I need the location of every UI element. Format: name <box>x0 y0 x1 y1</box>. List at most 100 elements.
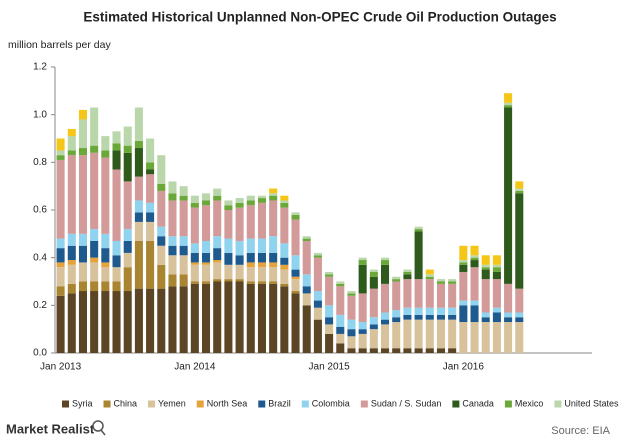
bar-segment <box>347 295 356 320</box>
y-tick-label: 0.8 <box>33 157 47 168</box>
bar-segment <box>470 267 479 301</box>
branding-logo: Market Realist <box>6 420 106 436</box>
bar-segment <box>358 264 367 294</box>
bar-segment <box>168 286 177 353</box>
bar-segment <box>146 221 155 241</box>
bar-segment <box>90 152 99 230</box>
bar-segment <box>414 231 423 280</box>
bar-segment <box>347 319 356 330</box>
bar-segment <box>504 283 513 313</box>
legend-label: Colombia <box>312 398 350 408</box>
bar-segment <box>78 281 87 292</box>
bar-segment <box>56 238 65 249</box>
legend-swatch <box>148 400 156 408</box>
bar-segment <box>235 207 244 241</box>
bar-segment <box>90 107 99 146</box>
bar-segment <box>515 317 524 323</box>
bar-segment <box>336 343 345 353</box>
bar-segment <box>336 283 345 287</box>
bar-segment <box>470 322 479 353</box>
y-tick-label: 1.0 <box>33 109 47 120</box>
bar-segment <box>492 322 501 353</box>
bar-segment <box>179 200 188 237</box>
legend-label: China <box>114 398 138 408</box>
bar-segment <box>291 276 300 280</box>
bar-segment <box>392 276 401 280</box>
bar-segment <box>67 136 76 151</box>
bar-segment <box>269 200 278 237</box>
bar-segment <box>515 188 524 191</box>
bar-segment <box>369 269 378 272</box>
legend-label: North Sea <box>207 398 248 408</box>
bar-segment <box>269 281 278 284</box>
bar-segment <box>381 348 390 353</box>
bar-segment <box>134 288 143 353</box>
bar-segment <box>224 279 233 282</box>
bar-segment <box>123 152 132 182</box>
bar-segment <box>403 271 412 275</box>
bar-segment <box>425 274 434 277</box>
bar-segment <box>257 238 266 253</box>
bar-segment <box>291 279 300 292</box>
bar-segment <box>235 202 244 208</box>
bar-segment <box>470 245 479 256</box>
bar-segment <box>403 269 412 272</box>
bar-segment <box>425 307 434 315</box>
bar-segment <box>224 205 233 210</box>
bar-segment <box>470 300 479 306</box>
bar-segment <box>492 264 501 268</box>
bar-segment <box>392 348 401 353</box>
bar-segment <box>224 200 233 206</box>
bar-segment <box>492 307 501 313</box>
bar-segment <box>336 333 345 344</box>
bar-segment <box>190 243 199 253</box>
bar-segment <box>347 293 356 296</box>
bar-segment <box>101 157 110 234</box>
bar-segment <box>257 202 266 239</box>
bar-segment <box>347 291 356 294</box>
bar-segment <box>190 281 199 284</box>
bar-segment <box>168 236 177 246</box>
bar-segment <box>123 252 132 268</box>
bar-segment <box>269 195 278 201</box>
legend-label: Syria <box>72 398 93 408</box>
bar-segment <box>101 248 110 263</box>
bar-segment <box>90 291 99 353</box>
bar-segment <box>504 105 513 108</box>
bar-segment <box>246 283 255 353</box>
x-tick-label: Jan 2016 <box>443 362 485 373</box>
bar-segment <box>146 288 155 353</box>
source-note: Source: EIA <box>551 425 610 437</box>
bar-segment <box>257 262 266 268</box>
bar-segment <box>202 262 211 265</box>
chart-title: Estimated Historical Unplanned Non-OPEC … <box>83 10 556 25</box>
bar-segment <box>246 238 255 253</box>
legend-swatch <box>554 400 562 408</box>
bar-segment <box>414 348 423 353</box>
bar-segment <box>257 198 266 203</box>
bar-segment <box>202 200 211 206</box>
bar-segment <box>381 260 390 265</box>
bar-segment <box>146 212 155 222</box>
bar-segment <box>515 288 524 313</box>
bar-segment <box>56 150 65 156</box>
bar-segment <box>302 238 311 241</box>
bar-segment <box>101 281 110 292</box>
bar-segment <box>425 279 434 308</box>
bar-segment <box>168 255 177 275</box>
bar-segment <box>280 257 289 265</box>
bar-segment <box>146 169 155 175</box>
bar-segment <box>336 281 345 284</box>
bar-segment <box>414 319 423 349</box>
bar-segment <box>168 245 177 256</box>
bar-segment <box>56 248 65 263</box>
bar-segment <box>414 226 423 230</box>
bar-segment <box>190 283 199 353</box>
bar-segment <box>459 260 468 263</box>
bar-segment <box>179 245 188 256</box>
bar-segment <box>504 322 513 353</box>
bar-segment <box>134 107 143 141</box>
bar-segment <box>213 236 222 249</box>
bar-segment <box>459 305 468 323</box>
